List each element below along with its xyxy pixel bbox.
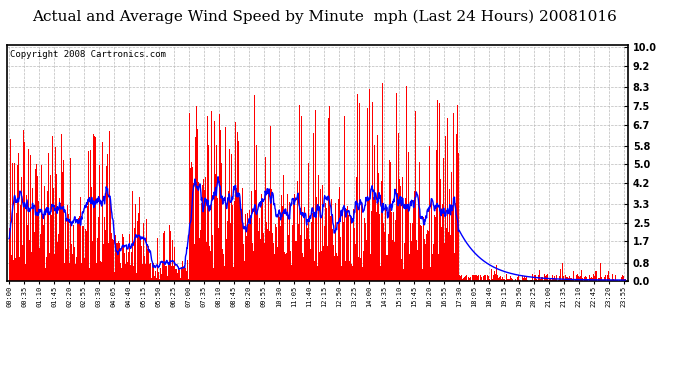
Text: Copyright 2008 Cartronics.com: Copyright 2008 Cartronics.com	[10, 50, 166, 59]
Text: Actual and Average Wind Speed by Minute  mph (Last 24 Hours) 20081016: Actual and Average Wind Speed by Minute …	[32, 9, 617, 24]
